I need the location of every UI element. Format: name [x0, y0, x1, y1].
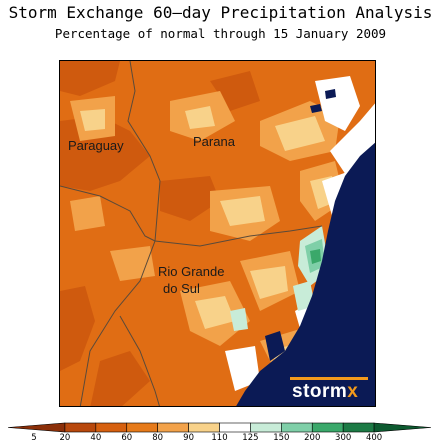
region-label-do-sul: do Sul: [163, 281, 200, 296]
legend-tick-label: 60: [121, 433, 133, 443]
legend-swatch: [373, 422, 432, 433]
map-canvas: [60, 61, 375, 406]
legend-tick-label: 400: [365, 433, 383, 443]
map-title: Storm Exchange 60–day Precipitation Anal…: [8, 3, 433, 22]
region-label-paraguay: Paraguay: [68, 138, 124, 153]
legend-swatch: [64, 422, 97, 433]
legend-tick-label: 110: [211, 433, 228, 443]
legend-tick-label: 80: [152, 433, 164, 443]
legend-tick-label: 125: [242, 433, 259, 443]
legend-swatch: [311, 422, 344, 433]
map-subtitle: Percentage of normal through 15 January …: [54, 26, 387, 41]
color-legend: [7, 422, 432, 433]
legend-tick-label: 20: [59, 433, 71, 443]
legend-swatch: [281, 422, 313, 433]
logo-accent: x: [347, 381, 359, 402]
legend-swatch: [188, 422, 220, 433]
legend-swatch: [95, 422, 128, 433]
legend-swatch: [250, 422, 282, 433]
legend-swatch: [126, 422, 158, 433]
legend-tick-label: 90: [183, 433, 194, 443]
region-label-parana: Parana: [193, 134, 235, 149]
legend-tick-label: 150: [273, 433, 290, 443]
legend-swatch: [219, 422, 251, 433]
legend-labels: 5 20 40 60 80 90 110 125 150 200 300 400: [0, 433, 441, 445]
legend-swatch: [157, 422, 189, 433]
legend-swatch: [7, 422, 66, 433]
legend-swatch: [342, 422, 375, 433]
legend-tick-label: 5: [31, 433, 37, 443]
precipitation-map: Paraguay Parana Rio Grande do Sul: [59, 60, 376, 407]
legend-tick-label: 200: [304, 433, 321, 443]
stormx-logo: stormx: [286, 373, 372, 403]
region-label-rio-grande: Rio Grande: [158, 264, 225, 279]
legend-tick-label: 40: [90, 433, 102, 443]
legend-tick-label: 300: [335, 433, 352, 443]
logo-text: storm: [292, 381, 348, 402]
